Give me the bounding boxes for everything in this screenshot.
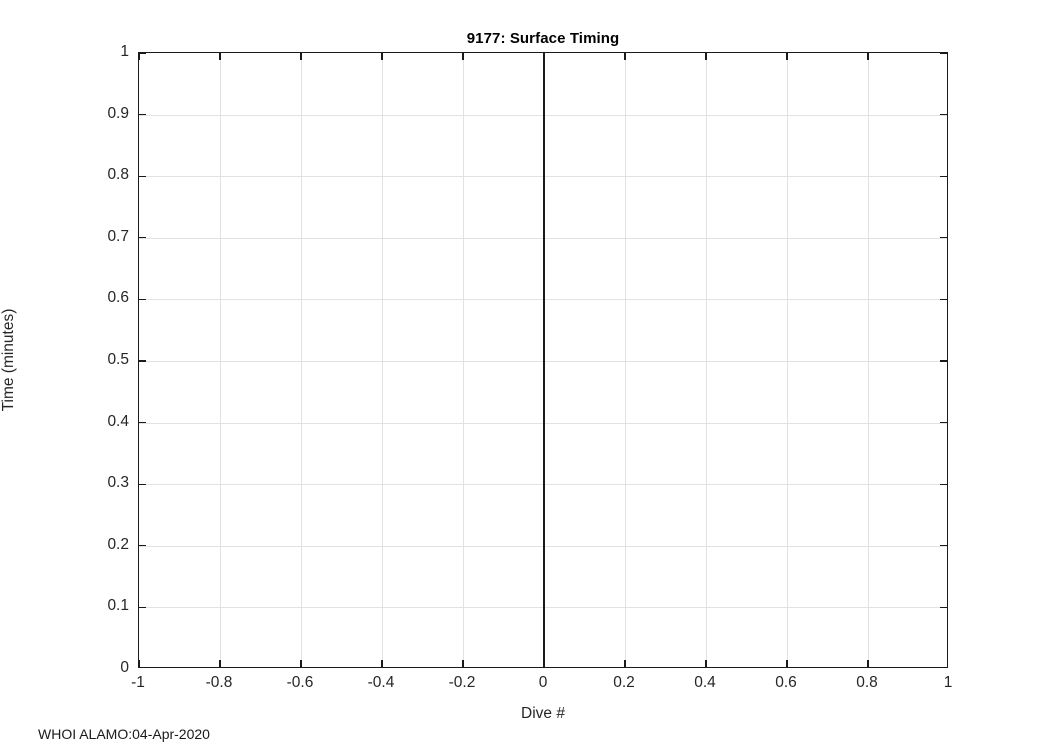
- x-axis-tick-label: 0.2: [613, 674, 635, 691]
- gridline-vertical: [301, 53, 302, 667]
- y-axis-tick: [139, 483, 146, 485]
- y-axis-tick-label: 0.6: [107, 289, 129, 307]
- y-axis-tick-label: 0: [120, 659, 129, 676]
- x-axis-tick-label: -0.6: [286, 674, 314, 691]
- x-axis-tick-label: -0.4: [367, 674, 395, 691]
- y-axis-tick: [940, 483, 947, 485]
- x-axis-tick: [867, 660, 869, 667]
- y-axis-tick: [940, 360, 947, 362]
- x-axis-tick: [705, 660, 707, 667]
- y-axis-tick: [940, 175, 947, 177]
- y-axis-tick: [139, 175, 146, 177]
- x-axis-tick-label: -1: [131, 674, 145, 691]
- y-axis-tick: [940, 113, 947, 116]
- y-axis-tick: [139, 360, 146, 362]
- gridline-vertical: [787, 53, 788, 667]
- y-axis-tick: [940, 298, 947, 301]
- x-axis-tick-label: -0.2: [448, 674, 476, 691]
- x-axis-tick: [462, 53, 464, 60]
- y-axis-tick-label: 0.9: [107, 104, 129, 122]
- x-axis-tick: [300, 53, 302, 60]
- x-axis-tick: [624, 53, 626, 60]
- x-axis-tick: [300, 660, 302, 667]
- y-axis-tick: [940, 237, 947, 239]
- y-axis-tick-label: 0.8: [107, 166, 129, 184]
- x-axis-tick-label: 0: [538, 674, 548, 691]
- y-axis-tick: [139, 606, 146, 609]
- footer-note: WHOI ALAMO:04-Apr-2020: [38, 726, 210, 742]
- y-axis-tick-label: 0.7: [107, 227, 129, 245]
- gridline-vertical: [706, 53, 707, 667]
- y-axis-tick: [139, 237, 146, 239]
- y-axis-tick: [940, 421, 947, 424]
- y-axis-tick: [139, 298, 146, 301]
- x-axis-tick: [867, 53, 869, 60]
- x-axis-tick: [381, 660, 383, 667]
- y-axis-tick-label: 0.1: [107, 597, 129, 615]
- x-axis-tick: [705, 53, 707, 60]
- y-axis-tick: [139, 545, 146, 547]
- page-title: 9177: Surface Timing: [466, 30, 620, 47]
- x-axis-tick: [139, 53, 140, 60]
- x-axis-tick: [219, 53, 221, 60]
- y-axis-tick: [940, 53, 947, 54]
- x-axis-label: Dive #: [521, 705, 565, 722]
- gridline-vertical: [625, 53, 626, 667]
- x-axis-tick: [139, 660, 140, 667]
- y-axis-tick: [940, 545, 947, 547]
- y-axis-tick: [139, 113, 146, 116]
- y-axis-tick: [940, 606, 947, 609]
- y-axis-tick: [139, 53, 146, 54]
- y-axis-tick-label: 0.5: [107, 351, 129, 368]
- x-axis-tick: [786, 660, 788, 667]
- y-axis-tick-label: 0.4: [107, 412, 129, 430]
- x-axis-tick-label: -0.8: [205, 674, 233, 691]
- plot-area: [138, 52, 948, 668]
- plot-inner: [139, 53, 947, 667]
- gridline-vertical: [463, 53, 464, 667]
- x-axis-tick: [381, 53, 383, 60]
- x-axis-tick: [462, 660, 464, 667]
- x-axis-tick-label: 0.4: [694, 674, 716, 691]
- y-axis-tick-label: 1: [120, 43, 129, 60]
- y-axis-tick: [139, 421, 146, 424]
- gridline-vertical: [382, 53, 383, 667]
- x-axis-tick-label: 1: [943, 674, 953, 691]
- gridline-vertical: [868, 53, 869, 667]
- x-axis-tick-label: 0.8: [856, 674, 878, 691]
- x-axis-tick: [219, 660, 221, 667]
- data-series-line: [543, 53, 545, 667]
- gridline-vertical: [220, 53, 221, 667]
- x-axis-tick-label: 0.6: [775, 674, 797, 691]
- x-axis-tick: [624, 660, 626, 667]
- y-axis-label: Time (minutes): [0, 308, 17, 412]
- y-axis-tick-label: 0.2: [107, 535, 129, 553]
- x-axis-tick: [786, 53, 788, 60]
- y-axis-tick-label: 0.3: [107, 474, 129, 492]
